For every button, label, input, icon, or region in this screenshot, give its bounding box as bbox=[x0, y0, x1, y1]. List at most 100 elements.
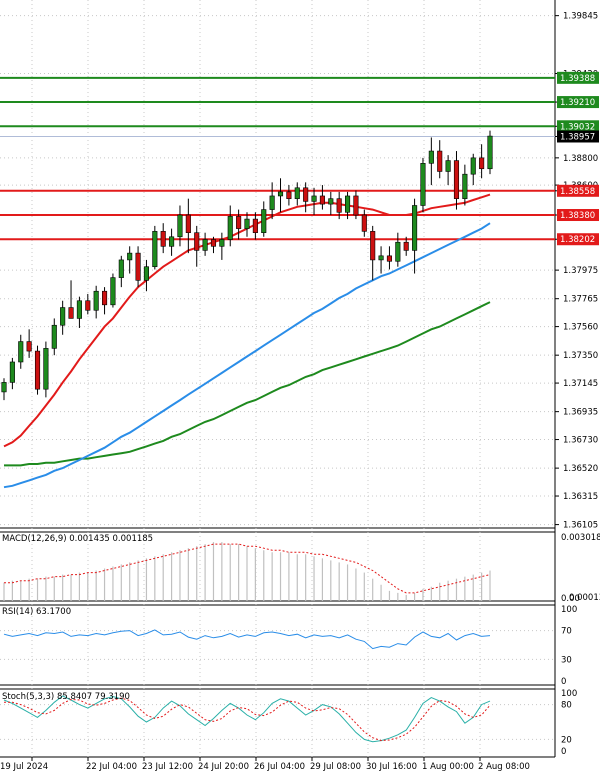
bear-candle bbox=[303, 187, 309, 202]
y-tick-label: 1.37765 bbox=[563, 295, 598, 305]
bull-candle bbox=[261, 209, 267, 234]
x-tick-label: 23 Jul 12:00 bbox=[142, 762, 193, 772]
x-tick-label: 1 Aug 00:00 bbox=[422, 762, 474, 772]
x-tick-label: 19 Jul 2024 bbox=[0, 762, 48, 772]
bull-candle bbox=[76, 300, 82, 319]
stoch-label: Stoch(5,3,3) 85.8407 79.3190 bbox=[2, 692, 130, 702]
y-tick-label: 1.39845 bbox=[563, 12, 598, 22]
bull-candle bbox=[60, 307, 66, 326]
y-tick-label: 1.37350 bbox=[563, 351, 598, 361]
macd-tick-label: 0.00 bbox=[561, 594, 580, 604]
y-tick-label: 1.36105 bbox=[563, 521, 598, 531]
resistance-tag-bg bbox=[557, 96, 599, 109]
x-tick-label: 29 Jul 08:00 bbox=[310, 762, 361, 772]
bear-candle bbox=[479, 157, 485, 170]
support-tag-label: 1.38558 bbox=[560, 187, 595, 197]
bull-candle bbox=[244, 218, 250, 229]
bull-candle bbox=[118, 259, 124, 278]
stoch-panel: Stoch(5,3,3) 85.8407 79.3190 100 80 20 0 bbox=[0, 689, 577, 757]
x-tick-label: 22 Jul 04:00 bbox=[86, 762, 137, 772]
candles bbox=[1, 130, 493, 401]
bull-candle bbox=[378, 255, 384, 261]
y-tick-label: 1.36520 bbox=[563, 464, 598, 474]
x-tick-label: 30 Jul 16:00 bbox=[366, 762, 417, 772]
stoch-d-line bbox=[4, 697, 491, 742]
bear-candle bbox=[135, 252, 141, 281]
bull-candle bbox=[177, 214, 183, 238]
bear-candle bbox=[361, 214, 367, 232]
macd-label: MACD(12,26,9) 0.001435 0.001185 bbox=[2, 534, 153, 544]
bull-candle bbox=[470, 157, 476, 175]
macd-tick-label: 0.000134 bbox=[569, 593, 600, 603]
y-tick-label: 1.36315 bbox=[563, 492, 598, 502]
rsi-tick-label: 30 bbox=[561, 655, 572, 665]
bear-candle bbox=[386, 255, 392, 262]
bull-candle bbox=[1, 382, 7, 393]
bull-candle bbox=[169, 236, 175, 247]
rsi-tick-label: 70 bbox=[561, 627, 572, 637]
bull-candle bbox=[227, 216, 233, 240]
y-tick-label: 1.36730 bbox=[563, 436, 598, 446]
macd-panel: MACD(12,26,9) 0.001435 0.001185 0.003018 0… bbox=[2, 533, 600, 604]
support-tag-label: 1.38380 bbox=[560, 211, 595, 221]
bull-candle bbox=[110, 277, 116, 306]
bull-candle bbox=[269, 195, 275, 210]
bull-candle bbox=[395, 241, 401, 262]
bear-candle bbox=[34, 350, 41, 390]
stoch-k-line bbox=[3, 695, 491, 743]
support-tag-bg bbox=[557, 233, 599, 246]
bear-candle bbox=[160, 231, 166, 247]
bull-candle bbox=[202, 239, 208, 251]
bull-candle bbox=[328, 198, 334, 205]
rsi-label: RSI(14) 63.1700 bbox=[2, 607, 71, 617]
bear-candle bbox=[252, 218, 258, 234]
bull-candle bbox=[152, 231, 158, 268]
bear-candle bbox=[319, 195, 325, 205]
sma-blue-line bbox=[3, 222, 491, 489]
y-tick-label: 1.37560 bbox=[563, 323, 598, 333]
bull-candle bbox=[9, 361, 15, 383]
bear-candle bbox=[353, 195, 359, 216]
bull-candle bbox=[143, 266, 149, 281]
bear-candle bbox=[26, 341, 32, 352]
macd-tick-label: 0.003018 bbox=[561, 533, 600, 543]
level-lines bbox=[0, 76, 555, 241]
bull-candle bbox=[294, 187, 300, 199]
bull-candle bbox=[51, 324, 57, 349]
y-tick-label: 1.38800 bbox=[563, 154, 598, 164]
resistance-tag-bg bbox=[557, 120, 599, 133]
bear-candle bbox=[102, 290, 108, 306]
bull-candle bbox=[412, 205, 418, 251]
main-grid bbox=[0, 0, 556, 758]
time-axis: 19 Jul 2024 22 Jul 04:00 23 Jul 12:00 24 Ju… bbox=[0, 757, 530, 772]
bear-candle bbox=[437, 150, 443, 172]
x-tick-label: 2 Aug 08:00 bbox=[478, 762, 530, 772]
bull-candle bbox=[277, 191, 284, 197]
support-tag-label: 1.38202 bbox=[560, 235, 595, 245]
resistance-tag-label: 1.39388 bbox=[560, 74, 595, 84]
x-tick-label: 24 Jul 20:00 bbox=[198, 762, 249, 772]
support-tag-bg bbox=[557, 209, 599, 222]
resistance-tag-label: 1.39032 bbox=[560, 122, 595, 132]
bull-candle bbox=[487, 135, 493, 170]
current-price-tag-bg bbox=[557, 130, 599, 143]
bear-candle bbox=[370, 231, 376, 261]
y-tick-label: 1.36935 bbox=[563, 408, 598, 418]
bear-candle bbox=[453, 160, 460, 199]
bear-candle bbox=[336, 198, 342, 213]
bear-candle bbox=[85, 300, 91, 311]
y-tick-label: 1.37975 bbox=[563, 266, 598, 276]
sma-green-line bbox=[4, 301, 491, 467]
bull-candle bbox=[311, 195, 317, 202]
current-price-tag-label: 1.38957 bbox=[560, 132, 595, 142]
stoch-tick-label: 100 bbox=[561, 689, 577, 699]
stoch-tick-label: 0 bbox=[561, 747, 566, 757]
bull-candle bbox=[43, 348, 49, 390]
bull-candle bbox=[462, 173, 468, 199]
bull-candle bbox=[93, 290, 99, 311]
resistance-tag-bg bbox=[557, 71, 599, 84]
rsi-panel: RSI(14) 63.1700 100 70 30 0 bbox=[0, 605, 577, 687]
price-tags: 1.39388 1.39210 1.39032 1.38558 1.38380 1.382… bbox=[557, 71, 599, 246]
bull-candle bbox=[428, 150, 434, 164]
